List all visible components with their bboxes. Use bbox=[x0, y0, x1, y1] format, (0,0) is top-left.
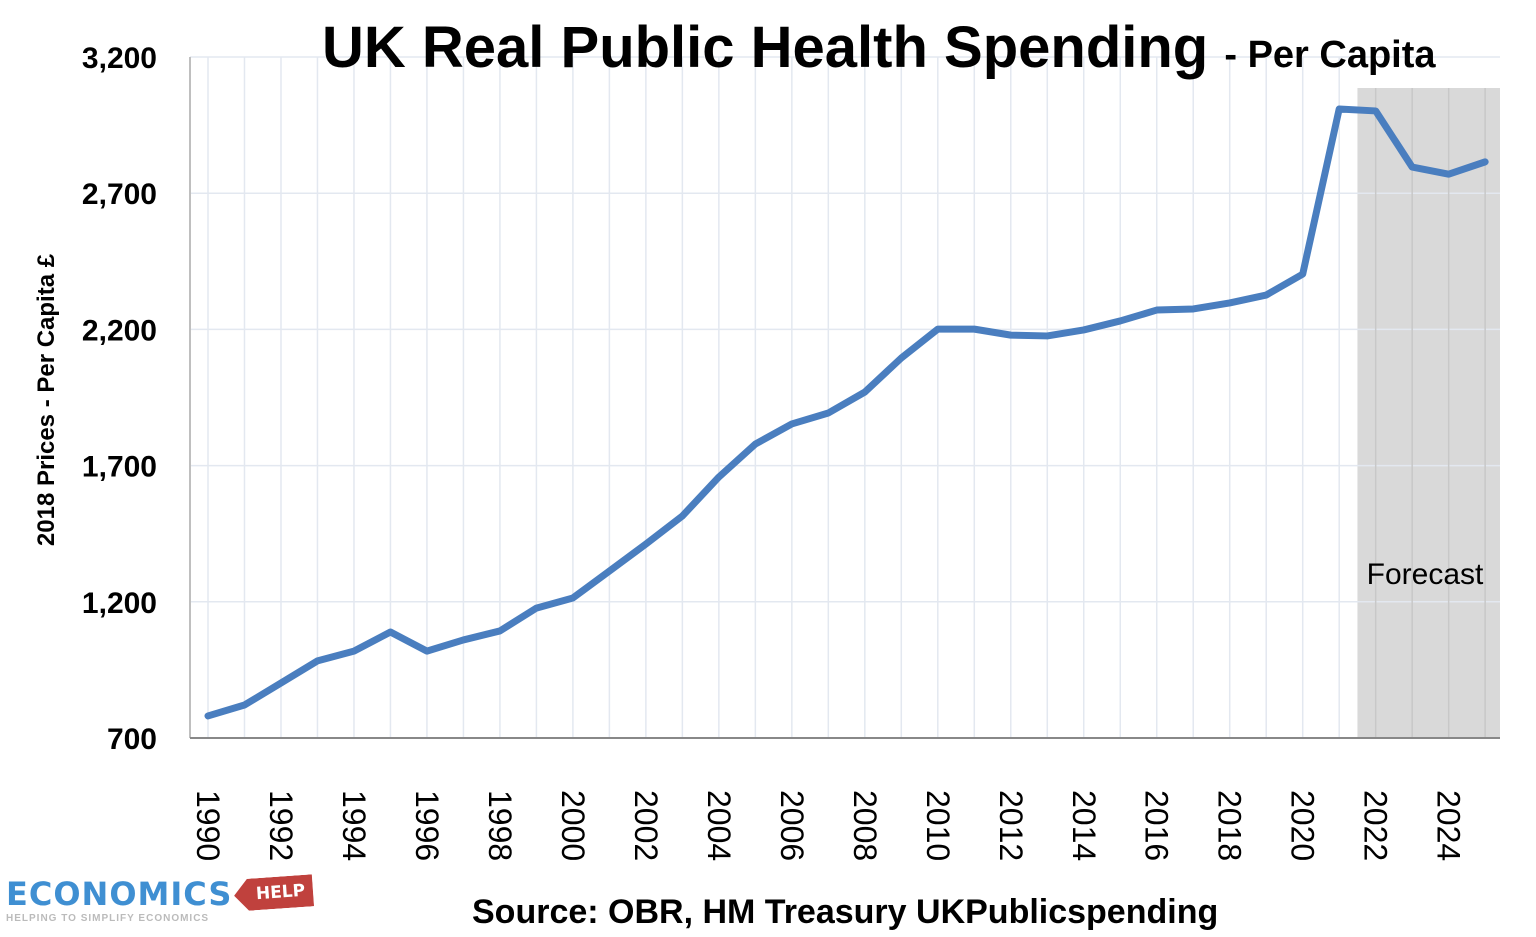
forecast-label: Forecast bbox=[1367, 558, 1484, 591]
x-tick-label: 2004 bbox=[701, 790, 737, 861]
x-tick-label: 1994 bbox=[336, 790, 372, 861]
series-line bbox=[204, 105, 1489, 720]
x-tick-label: 2024 bbox=[1431, 790, 1467, 861]
source-note: Source: OBR, HM Treasury UKPublicspendin… bbox=[472, 893, 1219, 931]
x-tick-label: 1998 bbox=[482, 790, 518, 861]
x-tick-label: 1990 bbox=[190, 790, 226, 861]
x-tick-label: 1992 bbox=[263, 790, 299, 861]
x-tick-label: 2002 bbox=[628, 790, 664, 861]
y-tick-label: 1,200 bbox=[82, 587, 157, 620]
logo-tagline: HELPING TO SIMPLIFY ECONOMICS bbox=[6, 913, 210, 924]
y-tick-label: 1,700 bbox=[82, 451, 157, 484]
logo-name: ECONOMICS bbox=[6, 875, 233, 913]
y-axis-label: 2018 Prices - Per Capita £ bbox=[33, 253, 60, 547]
forecast-region bbox=[1357, 88, 1500, 738]
x-tick-label: 2008 bbox=[847, 790, 883, 861]
x-tick-label: 1996 bbox=[409, 790, 445, 861]
x-tick-label: 2010 bbox=[920, 790, 956, 861]
y-tick-label: 3,200 bbox=[82, 42, 157, 75]
x-tick-label: 2022 bbox=[1358, 790, 1394, 861]
y-tick-label: 2,200 bbox=[82, 314, 157, 347]
x-tick-label: 2006 bbox=[774, 790, 810, 861]
x-tick-label: 2016 bbox=[1139, 790, 1175, 861]
y-tick-label: 700 bbox=[107, 723, 157, 756]
x-tick-label: 2014 bbox=[1066, 790, 1102, 861]
economics-help-logo: ECONOMICS HELP HELPING TO SIMPLIFY ECONO… bbox=[6, 875, 232, 924]
x-tick-label: 2012 bbox=[993, 790, 1029, 861]
x-tick-label: 2000 bbox=[555, 790, 591, 861]
chart-subtitle: - Per Capita bbox=[1224, 34, 1436, 76]
x-tick-label: 2018 bbox=[1212, 790, 1248, 861]
x-tick-label: 2020 bbox=[1285, 790, 1321, 861]
y-tick-label: 2,700 bbox=[82, 178, 157, 211]
chart-title: UK Real Public Health Spending - Per Cap… bbox=[322, 15, 1436, 80]
